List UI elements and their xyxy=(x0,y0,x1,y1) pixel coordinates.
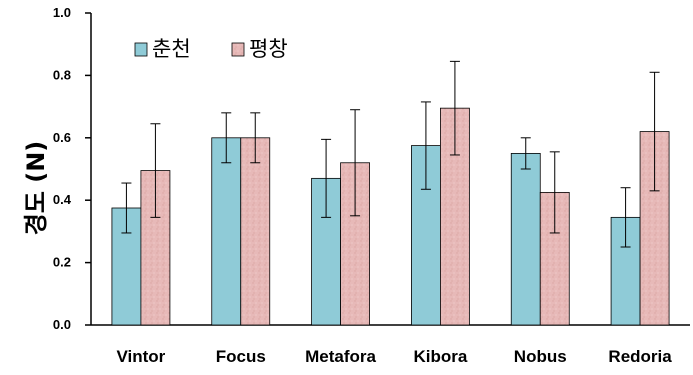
error-bar xyxy=(350,109,361,217)
category-label: Vintor xyxy=(117,347,166,366)
bar-chuncheon-focus xyxy=(211,137,242,326)
legend-label: 춘천 xyxy=(152,37,191,61)
error-bar xyxy=(449,60,460,156)
legend-swatch xyxy=(231,42,245,57)
y-tick-label: 0.0 xyxy=(53,317,71,332)
y-ticks: 0.0 0.2 0.4 0.6 0.8 1.0 xyxy=(53,5,91,332)
bar-chuncheon-nobus xyxy=(510,152,541,326)
error-bar xyxy=(121,182,132,234)
category-label: Nobus xyxy=(514,347,567,366)
category-label: Focus xyxy=(216,347,266,366)
y-axis-title: 경도 (N) xyxy=(22,141,50,236)
category-label: Metafora xyxy=(305,347,376,366)
error-bar xyxy=(520,137,531,170)
bar-pyeongchang-metafora xyxy=(340,162,370,326)
y-tick-label: 0.4 xyxy=(53,192,72,207)
bar-pyeongchang-focus xyxy=(240,137,271,326)
y-tick-label: 1.0 xyxy=(53,5,71,20)
error-bar xyxy=(321,138,332,218)
legend-label: 평창 xyxy=(249,37,288,61)
plot-area: 0.0 0.2 0.4 0.6 0.8 1.0 Vintor Focus Metafora Ki… xyxy=(53,5,690,366)
error-bar xyxy=(649,71,660,192)
error-bar xyxy=(549,151,560,234)
bars xyxy=(111,107,670,326)
y-tick-label: 0.6 xyxy=(53,130,71,145)
error-bar xyxy=(221,112,232,164)
y-tick-label: 0.8 xyxy=(53,67,71,82)
y-tick-label: 0.2 xyxy=(53,255,71,270)
category-label: Kibora xyxy=(413,347,467,366)
error-bars xyxy=(121,60,660,248)
error-bar xyxy=(250,112,261,164)
error-bar xyxy=(420,101,431,190)
error-bar xyxy=(620,187,631,248)
error-bar xyxy=(150,123,161,218)
category-label: Redoria xyxy=(608,347,672,366)
legend-swatch xyxy=(134,42,148,57)
category-labels: Vintor Focus Metafora Kibora Nobus Redoria xyxy=(117,347,673,366)
legend: 춘천 평창 xyxy=(134,37,288,61)
